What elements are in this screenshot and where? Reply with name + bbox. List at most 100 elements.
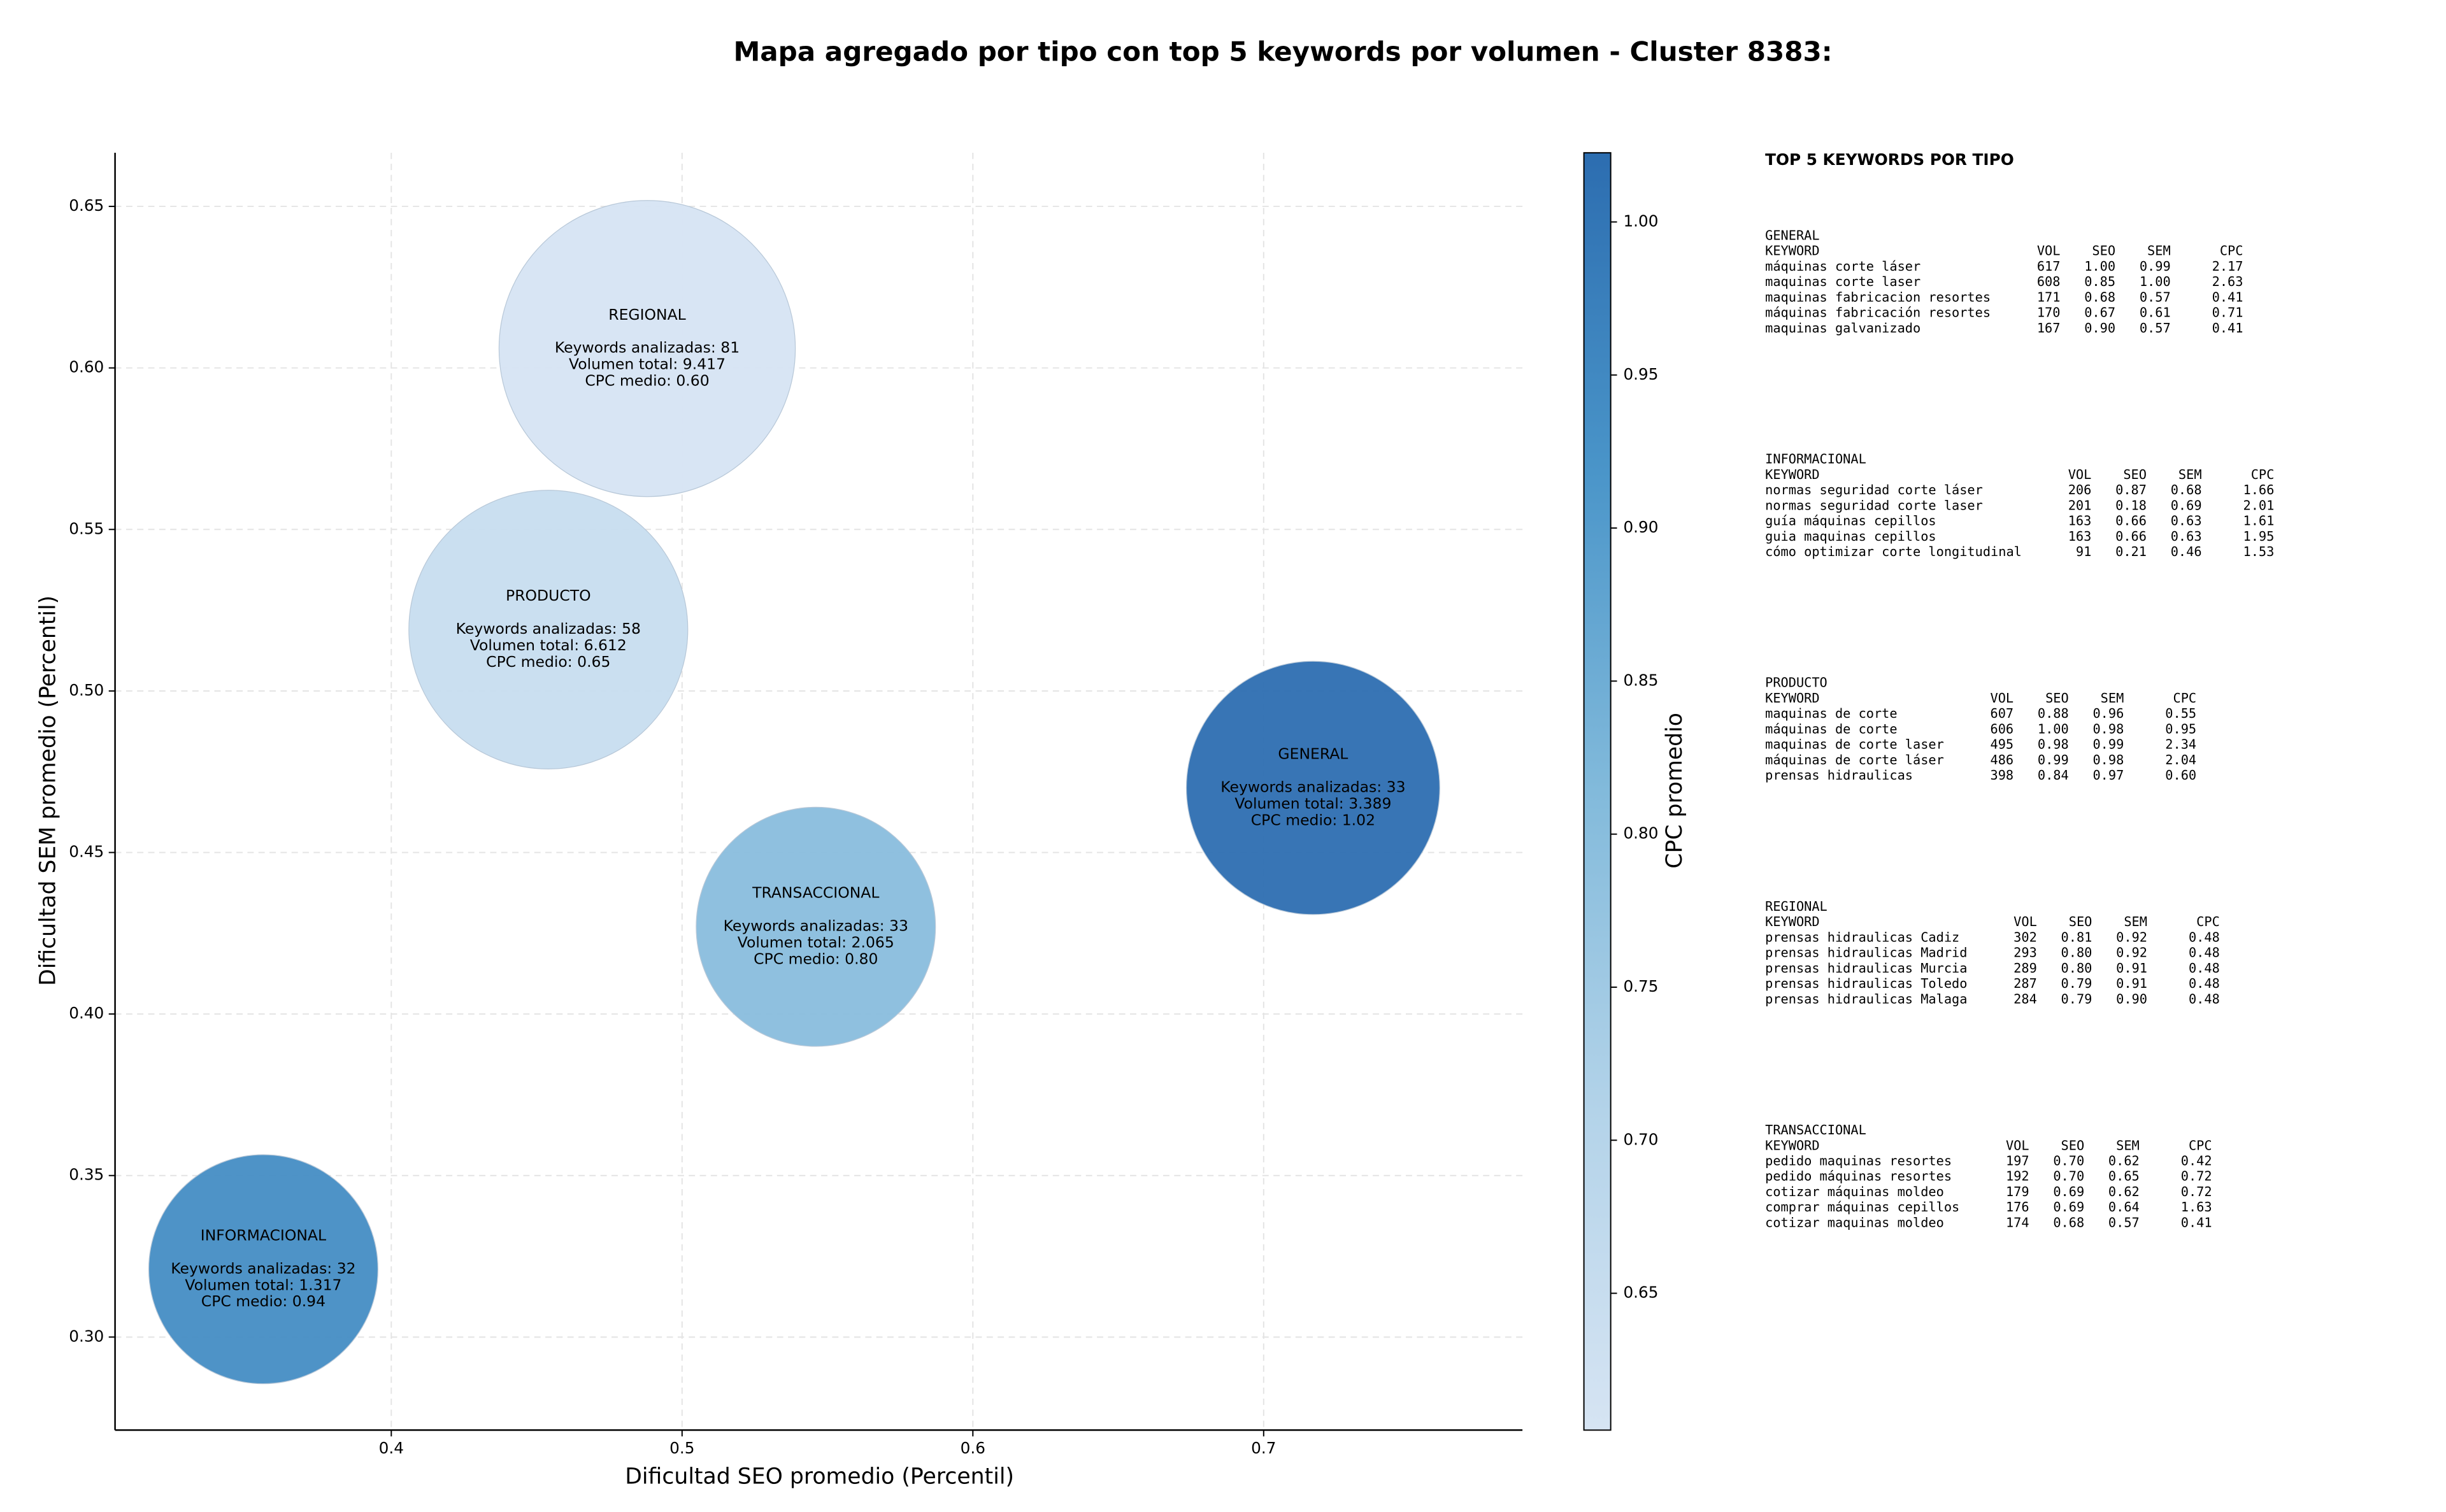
table-cell: 179 (2006, 1184, 2029, 1199)
group-name: REGIONAL (1765, 899, 1827, 914)
column-header: VOL (2006, 1138, 2029, 1153)
column-header: VOL (2037, 243, 2061, 259)
table-cell: comprar máquinas cepillos (1765, 1199, 1959, 1215)
table-cell: normas seguridad corte laser (1765, 497, 1983, 513)
table-cell: 0.99 (2140, 259, 2171, 274)
table-cell: 302 (2013, 929, 2037, 945)
table-cell: cómo optimizar corte longitudinal (1765, 544, 2022, 559)
table-cell: 2.34 (2165, 737, 2196, 752)
group-name: TRANSACCIONAL (1765, 1122, 1866, 1138)
table-cell: 0.48 (2189, 929, 2220, 945)
column-header: SEO (2045, 690, 2069, 706)
table-cell: 0.96 (2092, 706, 2124, 721)
bubble-label: CPC medio: 1.02 (1251, 811, 1375, 829)
table-cell: 170 (2037, 305, 2061, 320)
table-cell: 606 (1991, 721, 2014, 736)
table-cell: 0.68 (2171, 482, 2202, 497)
table-cell: 0.97 (2092, 767, 2124, 783)
table-cell: 0.63 (2171, 529, 2202, 544)
table-cell: 0.55 (2165, 706, 2196, 721)
bubble-label: CPC medio: 0.94 (201, 1292, 325, 1310)
table-cell: 607 (1991, 706, 2014, 721)
table-cell: 0.85 (2084, 274, 2115, 289)
table-cell: 0.41 (2212, 320, 2243, 336)
table-cell: 1.00 (2038, 721, 2069, 736)
table-cell: 608 (2037, 274, 2061, 289)
y-tick-label: 0.40 (69, 1004, 104, 1022)
column-header: KEYWORD (1765, 1138, 1819, 1153)
table-cell: 0.67 (2084, 305, 2115, 320)
column-header: VOL (1991, 690, 2014, 706)
table-cell: 495 (1991, 737, 2014, 752)
table-cell: 1.66 (2243, 482, 2275, 497)
table-cell: 0.92 (2116, 929, 2147, 945)
bubble-name: INFORMACIONAL (201, 1226, 326, 1244)
bubble-label: Volumen total: 9.417 (569, 355, 726, 373)
table-cell: 0.90 (2116, 991, 2147, 1006)
bubble-label: CPC medio: 0.65 (486, 653, 610, 671)
bubble-label: Volumen total: 3.389 (1234, 795, 1391, 813)
bubble-label: Keywords analizadas: 58 (456, 620, 641, 638)
bubble (498, 200, 796, 497)
column-header: CPC (2196, 914, 2220, 929)
table-cell: maquinas galvanizado (1765, 320, 1920, 336)
table-cell: 0.79 (2061, 991, 2092, 1006)
bubble-name: GENERAL (1278, 745, 1348, 763)
table-cell: 0.57 (2108, 1215, 2140, 1230)
table-cell: pedido maquinas resortes (1765, 1153, 1952, 1169)
y-tick-label: 0.55 (69, 519, 104, 538)
column-header: CPC (2189, 1138, 2212, 1153)
colorbar-tick-label: 0.90 (1623, 518, 1658, 536)
table-cell: 293 (2013, 945, 2037, 960)
colorbar-tick-label: 0.80 (1623, 824, 1658, 843)
bubble-name: REGIONAL (608, 306, 686, 324)
column-header: CPC (2173, 690, 2197, 706)
column-header: VOL (2068, 467, 2092, 482)
table-cell: 176 (2006, 1199, 2029, 1215)
table-cell: 1.00 (2140, 274, 2171, 289)
table-cell: prensas hidraulicas Cadiz (1765, 929, 1959, 945)
table-cell: 0.92 (2116, 945, 2147, 960)
colorbar-tick-label: 0.75 (1623, 977, 1658, 995)
bubble (1185, 660, 1440, 915)
table-cell: 0.60 (2165, 767, 2196, 783)
table-cell: 0.61 (2140, 305, 2171, 320)
table-cell: 0.57 (2140, 289, 2171, 304)
table-cell: 486 (1991, 752, 2014, 767)
table-cell: 0.66 (2115, 513, 2147, 529)
panel-title: TOP 5 KEYWORDS POR TIPO (1765, 150, 2014, 169)
table-cell: 0.88 (2038, 706, 2069, 721)
bubble-label: Keywords analizadas: 32 (171, 1259, 355, 1277)
table-cell: 0.48 (2189, 976, 2220, 991)
bubble-label: Volumen total: 2.065 (738, 934, 894, 952)
table-cell: pedido máquinas resortes (1765, 1169, 1952, 1184)
table-cell: 0.87 (2115, 482, 2147, 497)
table-cell: máquinas fabricación resortes (1765, 305, 1991, 320)
group-name: PRODUCTO (1765, 675, 1827, 690)
column-header: SEO (2069, 914, 2092, 929)
bubble-label: Volumen total: 1.317 (185, 1276, 341, 1294)
x-tick-label: 0.6 (961, 1439, 985, 1457)
column-header: VOL (2013, 914, 2037, 929)
colorbar-tick-label: 0.85 (1623, 671, 1658, 689)
table-cell: 284 (2013, 991, 2037, 1006)
table-cell: maquinas de corte laser (1765, 737, 1944, 752)
table-cell: 0.69 (2171, 497, 2202, 513)
bubble-label: Volumen total: 6.612 (470, 636, 627, 654)
table-cell: 1.95 (2243, 529, 2275, 544)
bubble-label: CPC medio: 0.80 (754, 950, 878, 968)
table-cell: 0.98 (2038, 737, 2069, 752)
table-cell: 0.57 (2140, 320, 2171, 336)
bubble-name: TRANSACCIONAL (752, 884, 879, 902)
table-cell: 0.84 (2038, 767, 2069, 783)
table-cell: máquinas de corte láser (1765, 752, 1944, 767)
table-cell: 0.21 (2115, 544, 2147, 559)
column-header: SEM (2147, 243, 2171, 259)
table-cell: maquinas corte laser (1765, 274, 1920, 289)
bubble-label: Keywords analizadas: 33 (1220, 778, 1405, 796)
x-tick-label: 0.5 (669, 1439, 694, 1457)
table-cell: 0.70 (2053, 1169, 2084, 1184)
table-cell: 0.98 (2092, 721, 2124, 736)
column-header: KEYWORD (1765, 467, 1819, 482)
table-cell: prensas hidraulicas Murcia (1765, 960, 1967, 976)
